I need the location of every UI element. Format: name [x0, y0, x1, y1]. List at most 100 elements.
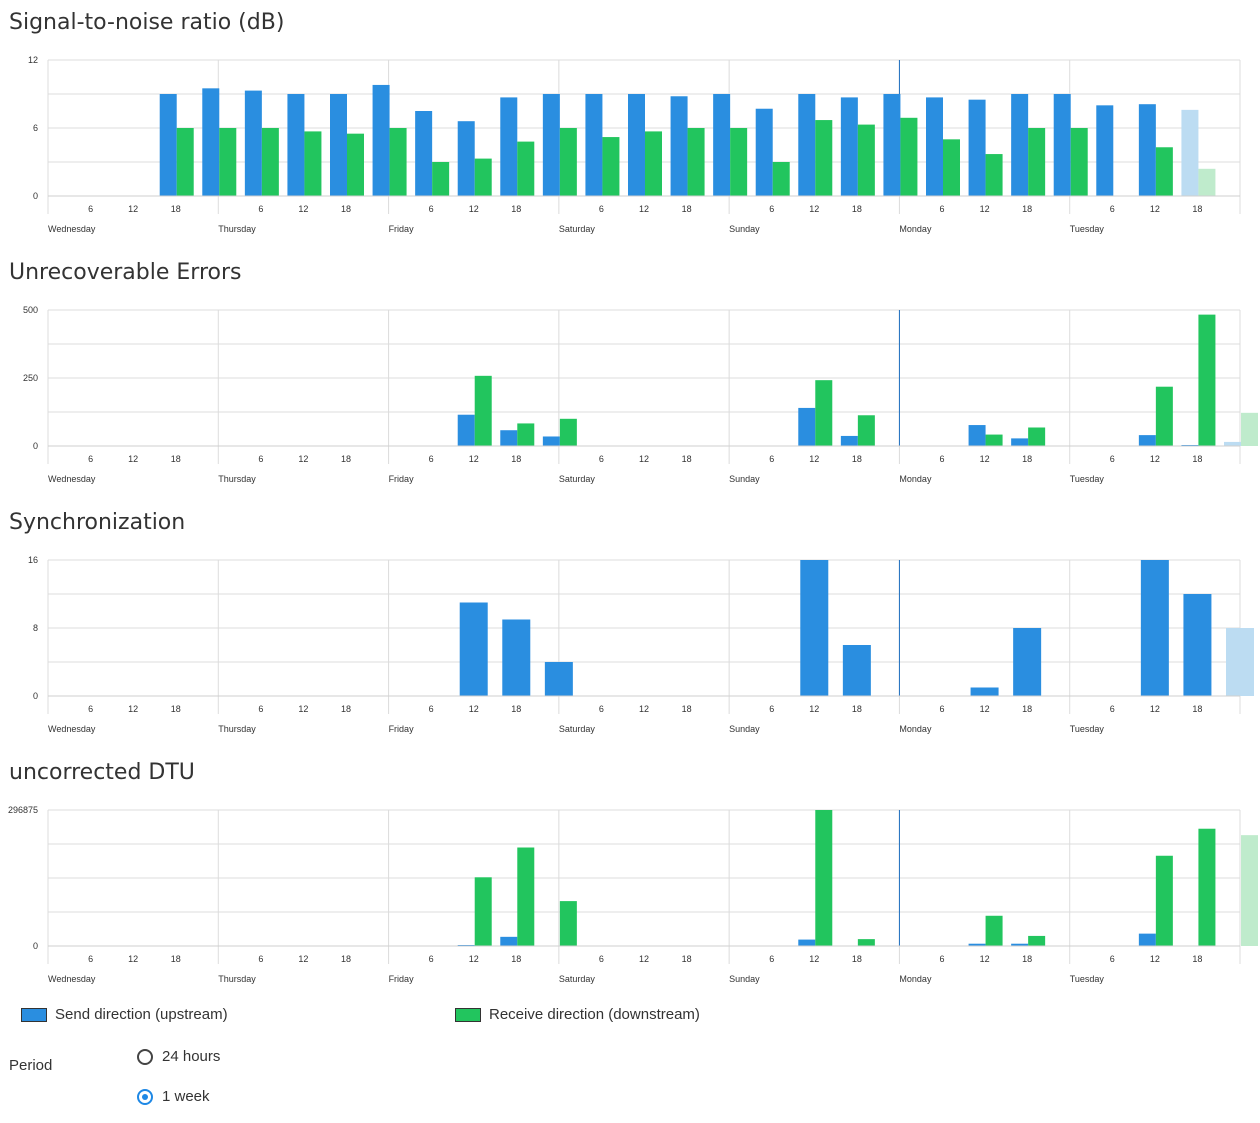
- period-option-1-week-label: 1 week: [162, 1088, 210, 1105]
- bar-downstream: [176, 128, 194, 196]
- bar-upstream: [1053, 94, 1071, 196]
- bar-upstream: [968, 425, 986, 446]
- bar-downstream: [1155, 147, 1173, 196]
- legend-downstream-label: Receive direction (downstream): [489, 1006, 700, 1023]
- x-tick-label: 18: [341, 454, 351, 464]
- bar-downstream: [1198, 314, 1216, 446]
- x-tick-label: 18: [1192, 454, 1202, 464]
- x-tick-label: 18: [682, 704, 692, 714]
- day-label: Wednesday: [48, 974, 96, 984]
- bar-upstream: [1013, 628, 1042, 696]
- bar-upstream: [713, 94, 731, 196]
- x-tick-label: 6: [1110, 704, 1115, 714]
- x-tick-label: 12: [128, 204, 138, 214]
- bar-downstream: [687, 128, 705, 196]
- y-tick-label: 6: [33, 123, 38, 133]
- bar-upstream: [842, 645, 871, 696]
- x-tick-label: 6: [429, 704, 434, 714]
- bar-upstream: [970, 687, 999, 696]
- day-label: Monday: [899, 974, 932, 984]
- bar-downstream: [389, 128, 407, 196]
- bar-upstream: [840, 97, 858, 196]
- bar-upstream: [926, 97, 943, 196]
- x-tick-label: 18: [1192, 704, 1202, 714]
- bar-upstream: [798, 939, 816, 946]
- day-label: Tuesday: [1070, 974, 1105, 984]
- x-tick-label: 6: [939, 954, 944, 964]
- bar-upstream: [330, 94, 347, 196]
- day-label: Tuesday: [1070, 224, 1105, 234]
- x-tick-label: 6: [429, 454, 434, 464]
- bar-upstream: [755, 108, 773, 196]
- chart-title-unrecoverable-errors: Unrecoverable Errors: [9, 260, 242, 285]
- x-tick-label: 12: [469, 704, 479, 714]
- x-tick-label: 12: [639, 204, 649, 214]
- x-tick-label: 18: [171, 954, 181, 964]
- x-tick-label: 12: [1150, 704, 1160, 714]
- radio-1-week[interactable]: [137, 1088, 153, 1105]
- x-tick-label: 18: [1192, 204, 1202, 214]
- x-tick-label: 6: [939, 454, 944, 464]
- bar-downstream: [602, 137, 620, 196]
- period-option-24-hours[interactable]: 24 hours: [137, 1048, 220, 1065]
- bar-upstream: [798, 94, 816, 196]
- bar-upstream: [1181, 109, 1199, 196]
- radio-24-hours[interactable]: [137, 1048, 153, 1065]
- x-tick-label: 18: [1022, 454, 1032, 464]
- x-tick-label: 12: [809, 954, 819, 964]
- bar-downstream: [219, 128, 237, 196]
- bar-upstream: [542, 94, 560, 196]
- day-label: Thursday: [218, 224, 256, 234]
- bar-downstream: [857, 939, 875, 946]
- x-tick-label: 18: [171, 454, 181, 464]
- bar-downstream: [985, 915, 1003, 946]
- bar-downstream: [559, 418, 577, 446]
- bar-downstream: [1198, 828, 1216, 946]
- bar-upstream: [287, 94, 305, 196]
- bar-downstream: [1028, 935, 1046, 946]
- bar-upstream: [457, 414, 475, 446]
- x-tick-label: 18: [511, 704, 521, 714]
- period-option-24-hours-label: 24 hours: [162, 1048, 221, 1065]
- day-label: Tuesday: [1070, 724, 1105, 734]
- bar-upstream: [1138, 104, 1156, 196]
- x-tick-label: 12: [1150, 454, 1160, 464]
- period-label: Period: [9, 1057, 53, 1074]
- x-tick-label: 18: [682, 454, 692, 464]
- day-label: Sunday: [729, 974, 760, 984]
- bar-upstream: [500, 97, 518, 196]
- period-option-1-week[interactable]: 1 week: [137, 1088, 210, 1105]
- bar-upstream: [585, 94, 603, 196]
- x-tick-label: 6: [88, 704, 93, 714]
- bar-downstream: [304, 131, 322, 196]
- bar-downstream: [1028, 128, 1046, 196]
- x-tick-label: 18: [511, 454, 521, 464]
- y-tick-label: 0: [33, 691, 38, 701]
- bar-downstream: [432, 162, 450, 196]
- bar-upstream: [202, 88, 220, 196]
- day-label: Wednesday: [48, 474, 96, 484]
- bar-upstream: [500, 430, 518, 446]
- bar-upstream: [840, 435, 858, 446]
- x-tick-label: 12: [980, 204, 990, 214]
- bar-upstream: [628, 94, 645, 196]
- chart-title-snr: Signal-to-noise ratio (dB): [9, 10, 285, 35]
- bar-upstream: [800, 560, 829, 696]
- x-tick-label: 6: [429, 204, 434, 214]
- x-tick-label: 12: [298, 204, 308, 214]
- bar-downstream: [985, 434, 1003, 446]
- bar-downstream: [474, 877, 492, 946]
- bar-upstream: [544, 662, 573, 696]
- x-tick-label: 18: [1022, 704, 1032, 714]
- bar-upstream: [372, 84, 390, 196]
- x-tick-label: 6: [429, 954, 434, 964]
- x-tick-label: 6: [599, 704, 604, 714]
- bar-upstream: [1140, 560, 1169, 696]
- x-tick-label: 6: [1110, 954, 1115, 964]
- x-tick-label: 6: [769, 454, 774, 464]
- x-tick-label: 6: [769, 704, 774, 714]
- bar-downstream: [559, 128, 577, 196]
- x-tick-label: 12: [809, 204, 819, 214]
- day-label: Saturday: [559, 224, 596, 234]
- y-tick-label: 0: [33, 441, 38, 451]
